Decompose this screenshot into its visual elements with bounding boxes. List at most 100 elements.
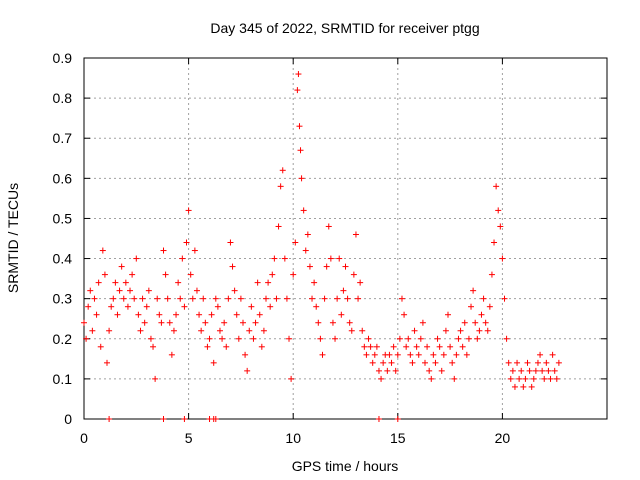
data-point (419, 319, 426, 326)
data-point (83, 335, 90, 342)
data-point (390, 343, 397, 350)
data-point (179, 255, 186, 262)
data-point (334, 295, 341, 302)
data-point (361, 343, 368, 350)
data-point (346, 319, 353, 326)
data-point (177, 295, 184, 302)
data-point (185, 207, 192, 214)
data-point (524, 359, 531, 366)
data-point (352, 231, 359, 238)
data-point (539, 367, 546, 374)
data-point (367, 343, 374, 350)
data-point (298, 175, 305, 182)
data-point (233, 311, 240, 318)
data-point (212, 295, 219, 302)
data-point (212, 416, 219, 422)
data-point (295, 71, 302, 78)
data-point (225, 295, 232, 302)
data-point (369, 359, 376, 366)
data-point (242, 351, 249, 358)
data-point (235, 335, 242, 342)
data-point (386, 351, 393, 358)
data-point (198, 327, 205, 334)
data-point (108, 303, 115, 310)
data-point (187, 271, 194, 278)
data-point (447, 343, 454, 350)
data-point (181, 416, 188, 422)
data-point (472, 319, 479, 326)
data-point (152, 375, 159, 382)
data-point (297, 147, 304, 154)
data-point (87, 287, 94, 294)
data-point (455, 335, 462, 342)
data-point (252, 319, 259, 326)
data-point (271, 255, 278, 262)
data-point (300, 207, 307, 214)
data-point (359, 327, 366, 334)
data-point (413, 343, 420, 350)
data-point (164, 295, 171, 302)
data-point (248, 303, 255, 310)
x-tick-label: 15 (390, 430, 406, 446)
data-point (269, 271, 276, 278)
data-point (267, 303, 274, 310)
data-point (342, 263, 349, 270)
data-point (442, 327, 449, 334)
data-point (451, 375, 458, 382)
x-tick-label: 10 (285, 430, 301, 446)
data-point (286, 335, 293, 342)
data-point (528, 383, 535, 390)
data-point (311, 279, 318, 286)
data-point (101, 271, 108, 278)
data-point (139, 295, 146, 302)
data-point (160, 416, 167, 422)
data-point (547, 375, 554, 382)
data-point (154, 295, 161, 302)
data-point (474, 335, 481, 342)
data-point (417, 335, 424, 342)
data-point (193, 287, 200, 294)
data-point (541, 375, 548, 382)
data-point (168, 351, 175, 358)
data-point (549, 351, 556, 358)
data-point (327, 255, 334, 262)
data-point (405, 335, 412, 342)
data-point (290, 271, 297, 278)
data-point (277, 183, 284, 190)
data-point (375, 367, 382, 374)
data-point (440, 351, 447, 358)
data-point (553, 375, 560, 382)
data-point (112, 279, 119, 286)
data-point (191, 247, 198, 254)
data-point (378, 375, 385, 382)
data-point (340, 287, 347, 294)
axis-ticks (83, 57, 607, 420)
data-point (401, 311, 408, 318)
data-point (256, 311, 263, 318)
data-point (478, 311, 485, 318)
data-point (438, 367, 445, 374)
data-point (219, 335, 226, 342)
y-tick-labels: 0 0.1 0.2 0.3 0.4 0.5 0.6 0.7 0.8 0.9 (53, 50, 73, 427)
data-point (365, 335, 372, 342)
data-point (526, 367, 533, 374)
y-tick-label: 0.8 (53, 90, 73, 106)
data-point (497, 223, 504, 230)
data-point (505, 359, 512, 366)
data-point (493, 183, 500, 190)
data-point (200, 295, 207, 302)
data-point (403, 343, 410, 350)
data-point (183, 239, 190, 246)
y-tick-label: 0.3 (53, 291, 73, 307)
data-point (306, 263, 313, 270)
x-tick-label: 5 (185, 430, 193, 446)
data-point (227, 239, 234, 246)
data-point (258, 343, 265, 350)
data-point (239, 319, 246, 326)
data-point (507, 375, 514, 382)
data-point (488, 271, 495, 278)
data-point (388, 359, 395, 366)
data-point (246, 327, 253, 334)
data-point (106, 327, 113, 334)
data-point (104, 359, 111, 366)
